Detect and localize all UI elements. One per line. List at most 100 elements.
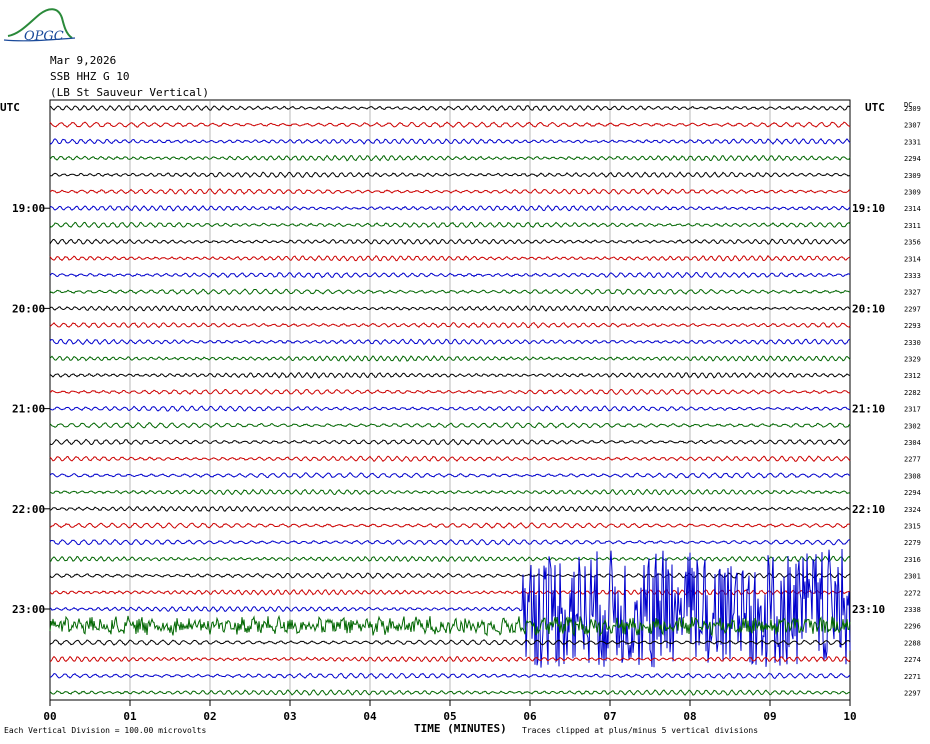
dc-offset-value: 2309 [904, 172, 921, 180]
dc-offset-values: 2309 2307 2331 2294 2309 2309 2314 2311 2356 2314… [904, 105, 921, 698]
dc-offset-value: 2293 [904, 322, 921, 330]
trace-line-18 [49, 405, 851, 412]
dc-offset-value: 2311 [904, 222, 921, 230]
trace-line-10 [49, 271, 851, 279]
right-hour-label: 23:10 [852, 603, 885, 616]
trace-line-12 [49, 305, 851, 312]
dc-offset-value: 2296 [904, 623, 921, 631]
header-date: Mar 9,2026 [50, 54, 116, 67]
dc-offset-value: 2307 [904, 122, 921, 130]
seismic-traces [49, 104, 851, 696]
trace-line-28 [49, 572, 851, 579]
dc-offset-value: 2277 [904, 456, 921, 464]
left-hour-label: 22:00 [12, 503, 45, 516]
dc-offset-value: 2297 [904, 690, 921, 698]
x-tick-label: 04 [363, 710, 377, 723]
dc-offset-value: 2314 [904, 255, 921, 263]
left-hour-label: 20:00 [12, 302, 45, 315]
header-station: SSB HHZ G 10 [50, 70, 129, 83]
trace-line-7 [49, 221, 851, 229]
x-tick-label: 10 [843, 710, 856, 723]
dc-offset-value: 2274 [904, 656, 921, 664]
trace-line-5 [50, 188, 851, 195]
dc-offset-value: 2294 [904, 489, 921, 497]
trace-line-17 [49, 388, 851, 396]
trace-line-3 [49, 154, 851, 162]
trace-line-4 [49, 171, 851, 179]
trace-line-22 [49, 472, 851, 479]
trace-line-9 [49, 254, 851, 262]
trace-line-31 [49, 614, 851, 637]
dc-offset-value: 2271 [904, 673, 921, 681]
x-tick-label: 06 [523, 710, 537, 723]
dc-offset-value: 2316 [904, 556, 921, 564]
trace-line-11 [49, 288, 851, 296]
dc-label: DC [904, 101, 912, 109]
x-tick-label: 08 [683, 710, 696, 723]
trace-line-23 [49, 488, 851, 496]
left-utc-label: UTC [0, 101, 20, 114]
dc-offset-value: 2333 [904, 272, 921, 280]
dc-offset-value: 2309 [904, 189, 921, 197]
trace-line-6 [49, 204, 851, 212]
trace-line-16 [49, 371, 851, 379]
dc-offset-value: 2288 [904, 639, 921, 647]
dc-offset-value: 2317 [904, 406, 921, 414]
x-tick-label: 00 [43, 710, 56, 723]
trace-line-24 [49, 505, 851, 513]
trace-line-30 [49, 548, 851, 668]
dc-offset-value: 2297 [904, 305, 921, 313]
logo-swoosh-icon [7, 8, 73, 39]
trace-line-26 [49, 538, 851, 546]
dc-offset-value: 2331 [904, 138, 921, 146]
trace-line-20 [49, 438, 851, 446]
trace-line-0 [49, 104, 851, 112]
dc-offset-value: 2315 [904, 523, 921, 531]
right-hour-label: 22:10 [852, 503, 885, 516]
clip-note: Traces clipped at plus/minus 5 vertical … [522, 726, 758, 735]
right-hour-label: 21:10 [852, 403, 885, 416]
dc-offset-value: 2329 [904, 356, 921, 364]
trace-line-21 [49, 455, 851, 463]
scale-note: Each Vertical Division = 100.00 microvol… [4, 726, 206, 735]
trace-line-2 [49, 138, 851, 145]
opgc-logo: OPGC [3, 8, 76, 44]
trace-line-25 [49, 522, 851, 529]
dc-offset-value: 2312 [904, 372, 921, 380]
trace-line-32 [49, 639, 851, 646]
trace-line-1 [49, 121, 851, 128]
dc-offset-value: 2279 [904, 539, 921, 547]
x-tick-label: 07 [603, 710, 616, 723]
x-tick-label: 05 [443, 710, 456, 723]
left-hour-label: 23:00 [12, 603, 45, 616]
left-hour-labels: 19:00 20:00 21:00 22:00 23:00 [12, 202, 50, 616]
logo-underline-icon [3, 37, 76, 42]
trace-line-33 [49, 655, 851, 663]
trace-line-27 [49, 555, 851, 563]
x-axis-ticks: 00 01 02 03 04 05 06 07 08 09 10 [43, 700, 857, 723]
trace-line-19 [49, 422, 851, 429]
trace-line-8 [49, 238, 851, 246]
x-tick-label: 02 [203, 710, 216, 723]
dc-offset-value: 2302 [904, 422, 921, 430]
trace-line-15 [49, 355, 851, 362]
x-tick-label: 03 [283, 710, 296, 723]
dc-offset-value: 2330 [904, 339, 921, 347]
trace-line-34 [49, 672, 851, 680]
x-tick-label: 01 [123, 710, 137, 723]
x-axis-title: TIME (MINUTES) [414, 722, 507, 735]
header-location: (LB St Sauveur Vertical) [50, 86, 209, 99]
right-hour-label: 19:10 [852, 202, 885, 215]
dc-offset-value: 2282 [904, 389, 921, 397]
dc-offset-value: 2338 [904, 606, 921, 614]
right-utc-label: UTC [865, 101, 885, 114]
dc-offset-value: 2324 [904, 506, 921, 514]
left-hour-label: 19:00 [12, 202, 45, 215]
left-hour-label: 21:00 [12, 403, 45, 416]
right-hour-labels: 19:10 20:10 21:10 22:10 23:10 [852, 202, 885, 616]
dc-offset-value: 2309 [904, 105, 921, 113]
logo-text: OPGC [24, 29, 64, 44]
dc-offset-value: 2327 [904, 289, 921, 297]
dc-offset-value: 2272 [904, 589, 921, 597]
